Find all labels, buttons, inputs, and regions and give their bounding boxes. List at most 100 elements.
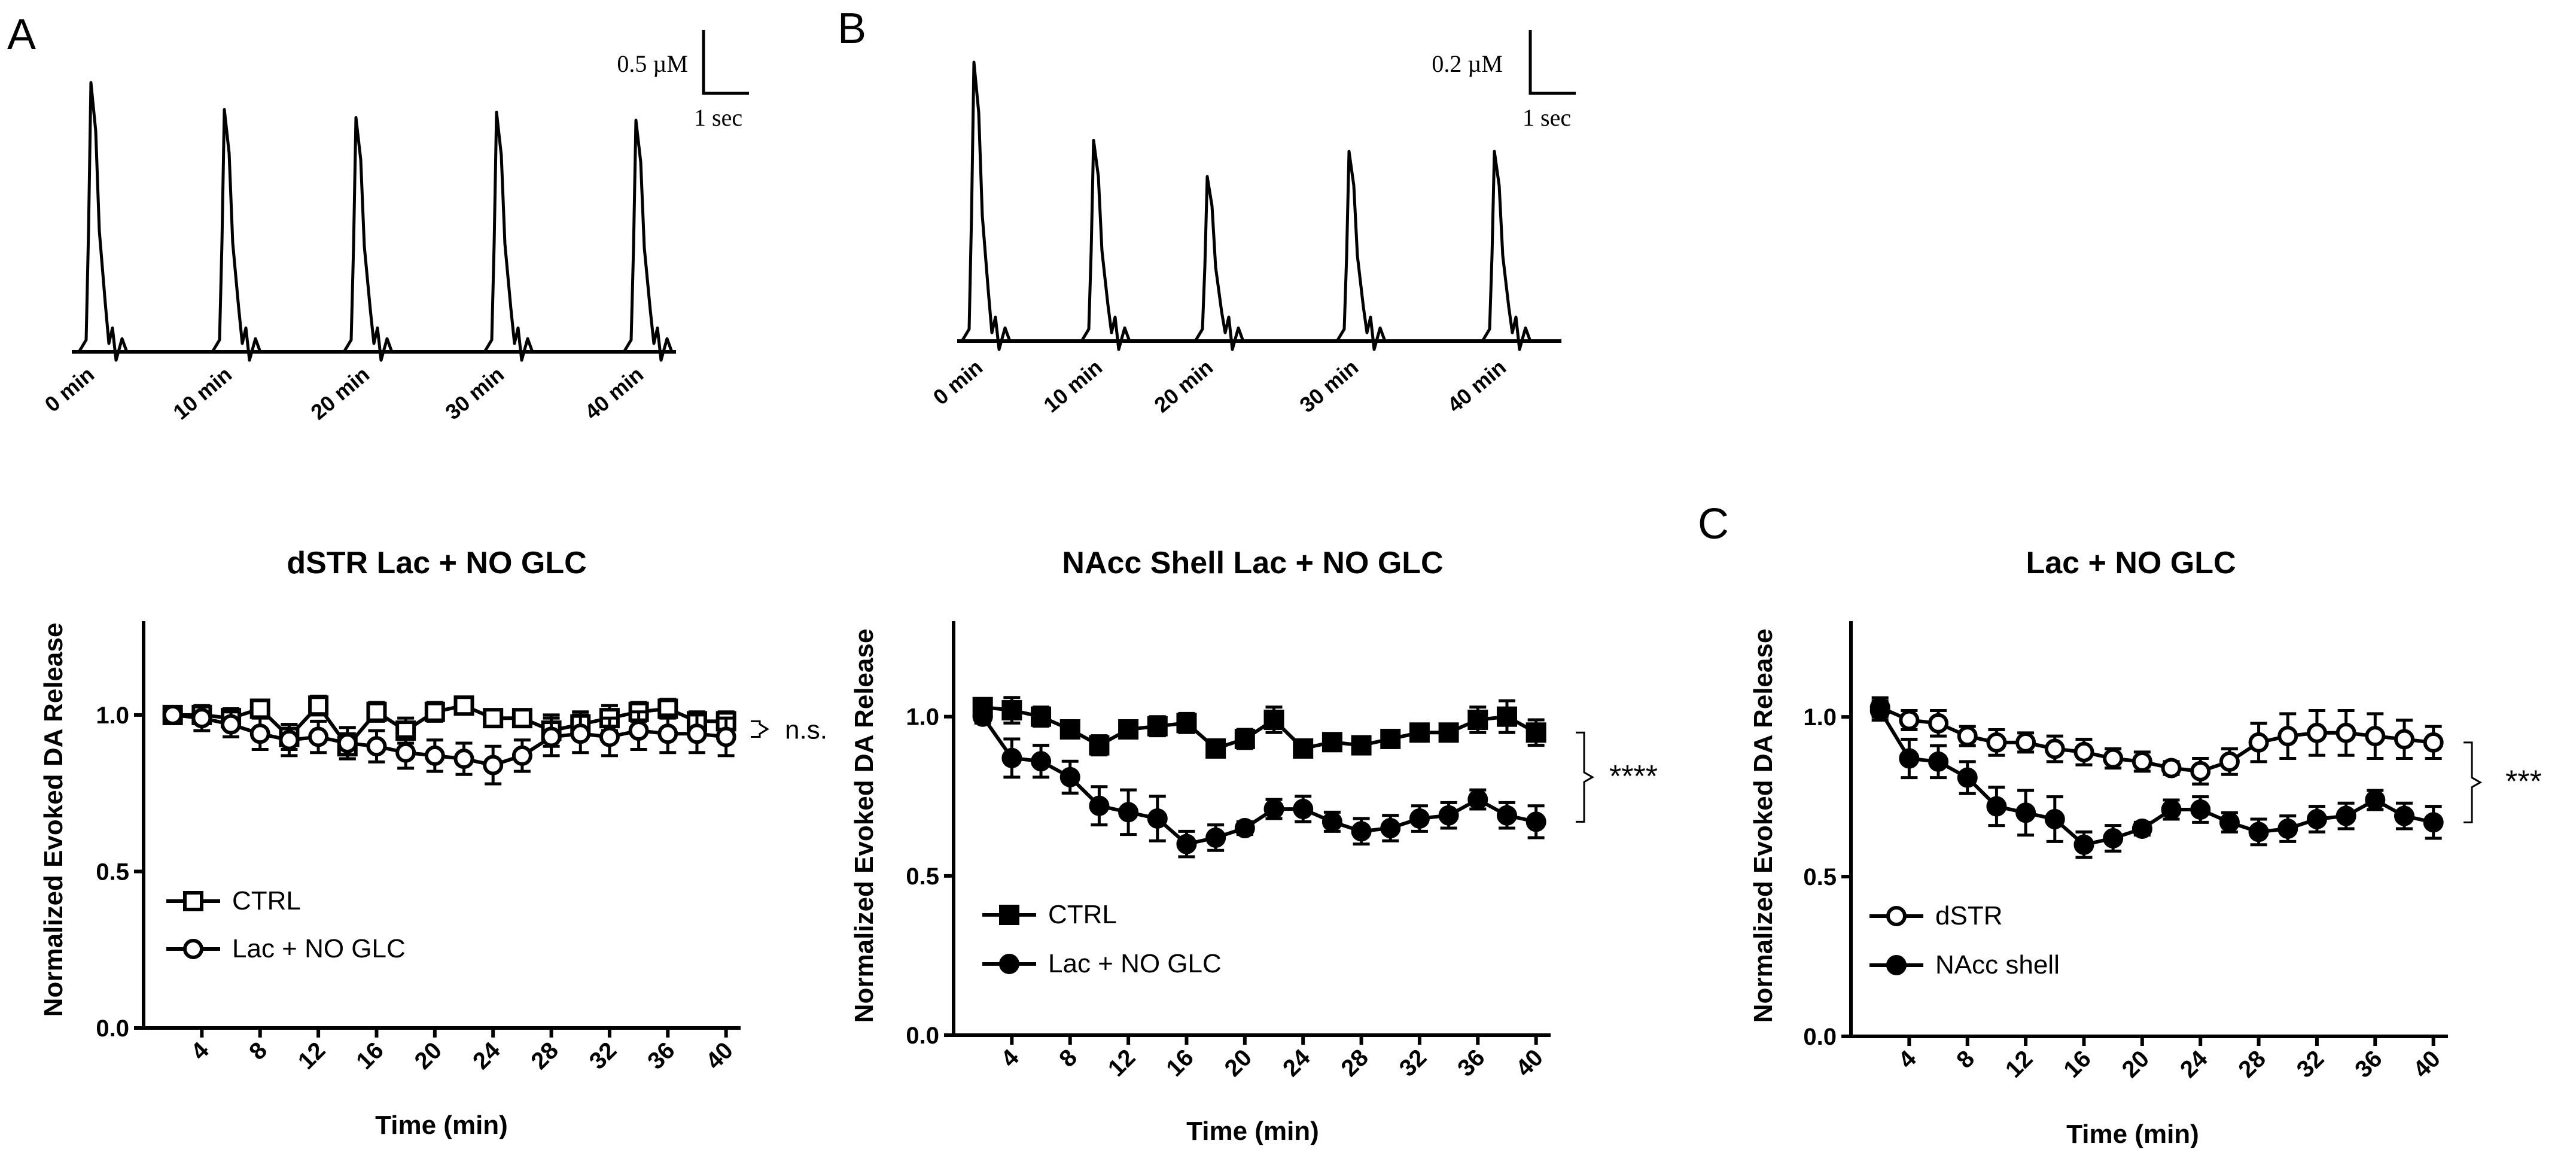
data-point xyxy=(337,733,358,753)
data-point xyxy=(1928,751,1949,772)
trace-a-scale-conc: 0.5 µM xyxy=(617,50,688,77)
data-point xyxy=(1176,834,1197,854)
y-tick-label: 0.0 xyxy=(1803,1024,1837,1050)
data-point xyxy=(1869,700,1890,721)
data-point xyxy=(279,729,300,750)
chart-plot-area: 0.00.51.04 8 12 16 20 24 28 32 36 40 xyxy=(1803,621,2483,1083)
chart-title: NAcc Shell Lac + NO GLC xyxy=(1062,546,1443,580)
data-point xyxy=(715,726,736,747)
chart-title: dSTR Lac + NO GLC xyxy=(287,546,586,580)
data-point xyxy=(2336,722,2356,743)
data-point xyxy=(1380,728,1401,749)
data-point xyxy=(483,755,504,775)
data-point xyxy=(2103,748,2124,769)
data-point xyxy=(686,723,707,744)
data-point xyxy=(2161,799,2182,820)
legend: dSTR NAcc shell xyxy=(1869,901,2060,980)
data-point xyxy=(1438,722,1459,743)
data-point xyxy=(2161,758,2182,778)
legend-marker-symbol xyxy=(999,954,1019,974)
data-point xyxy=(2132,751,2152,772)
data-point xyxy=(1089,735,1110,756)
data-point xyxy=(1525,722,1546,743)
data-point xyxy=(1205,827,1226,848)
data-point xyxy=(1322,811,1342,832)
data-point xyxy=(395,742,416,763)
legend: CTRL Lac + NO GLC xyxy=(166,886,406,963)
data-point xyxy=(308,726,329,747)
data-point xyxy=(1089,795,1110,816)
data-point xyxy=(2277,726,2298,747)
trace-b-scale-conc: 0.2 µM xyxy=(1432,50,1503,77)
legend-marker xyxy=(982,954,1036,974)
x-axis-label: Time (min) xyxy=(2066,1120,2199,1149)
data-point xyxy=(2103,828,2124,849)
data-point xyxy=(511,745,532,766)
data-point xyxy=(2248,822,2269,842)
data-point xyxy=(1899,710,1920,731)
y-axis-label: Normalized Evoked DA Release xyxy=(1749,629,1778,1023)
legend-marker-symbol xyxy=(999,905,1019,925)
data-point xyxy=(1031,706,1052,727)
legend-marker-symbol xyxy=(1886,906,1907,926)
data-point xyxy=(1899,748,1920,769)
y-axis-label: Normalized Evoked DA Release xyxy=(39,623,68,1017)
legend-marker xyxy=(1869,955,1923,975)
data-point xyxy=(1467,789,1488,810)
x-axis-label: Time (min) xyxy=(1186,1117,1319,1146)
data-point xyxy=(1409,722,1430,743)
trace-peak xyxy=(211,108,262,362)
y-axis-label: Normalized Evoked DA Release xyxy=(849,629,879,1023)
data-point xyxy=(1380,818,1401,838)
data-point xyxy=(162,704,183,725)
data-point xyxy=(657,723,678,744)
significance-bracket xyxy=(1576,731,1595,823)
trace-peak xyxy=(960,60,1012,351)
data-point xyxy=(1234,818,1255,838)
data-point xyxy=(2219,751,2240,772)
data-point xyxy=(1059,766,1080,787)
panel-letter-a: A xyxy=(7,11,36,59)
data-point xyxy=(249,698,270,719)
legend-label: CTRL xyxy=(232,886,301,915)
significance-label: *** xyxy=(2505,765,2542,799)
data-point xyxy=(1118,802,1139,823)
data-point xyxy=(2015,732,2036,753)
trace-peak xyxy=(483,111,534,362)
data-point xyxy=(1496,706,1517,727)
x-axis-label: Time (min) xyxy=(375,1111,508,1140)
trace-peak xyxy=(1481,150,1532,351)
data-point xyxy=(2423,812,2444,833)
data-point xyxy=(2306,722,2327,743)
legend-label: Lac + NO GLC xyxy=(1048,949,1222,978)
data-point xyxy=(1438,805,1459,826)
trace-peak xyxy=(77,81,129,362)
data-point xyxy=(1118,719,1139,740)
chart-lac-comparison: Lac + NO GLC Normalized Evoked DA Releas… xyxy=(1749,546,2542,1149)
data-point xyxy=(1409,808,1430,829)
data-point xyxy=(2394,729,2414,750)
data-point xyxy=(424,745,445,766)
data-point xyxy=(1322,732,1342,753)
data-point xyxy=(1031,751,1052,772)
data-point xyxy=(1234,728,1255,749)
data-point xyxy=(2044,738,2065,759)
data-point xyxy=(541,726,562,747)
data-point xyxy=(1986,732,2007,753)
data-point xyxy=(2190,761,2211,781)
legend-marker xyxy=(1869,906,1923,926)
y-tick-label: 0.0 xyxy=(96,1015,129,1042)
panel-letter-c: C xyxy=(1698,500,1729,548)
data-point xyxy=(1293,799,1314,820)
data-point xyxy=(2073,741,2094,762)
trace-peak xyxy=(1080,138,1131,351)
data-point xyxy=(1351,821,1372,842)
data-point xyxy=(2336,805,2356,826)
data-point xyxy=(1986,796,2007,817)
data-point xyxy=(1147,808,1168,829)
data-point xyxy=(1176,713,1197,734)
data-point xyxy=(483,708,504,729)
data-point xyxy=(366,736,387,757)
